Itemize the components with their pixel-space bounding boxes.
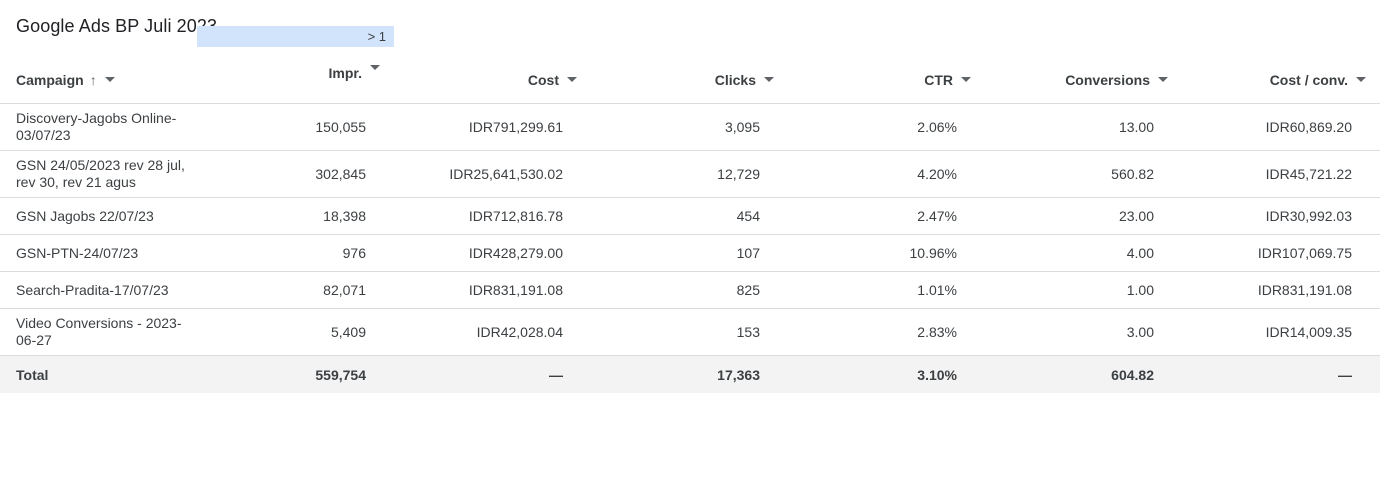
cell-cost: IDR791,299.61 xyxy=(394,103,591,151)
cell-cost-per-conv: IDR45,721.22 xyxy=(1182,150,1380,198)
cell-campaign: Discovery-Jagobs Online-03/07/23 xyxy=(0,103,197,151)
cell-cost-per-conv: IDR30,992.03 xyxy=(1182,197,1380,235)
cell-impr: 5,409 xyxy=(197,308,394,356)
cell-cost-per-conv: IDR60,869.20 xyxy=(1182,103,1380,151)
cell-clicks: 153 xyxy=(591,308,788,356)
cell-impr: 150,055 xyxy=(197,103,394,151)
total-impr: 559,754 xyxy=(197,355,394,393)
column-header-cost-per-conv[interactable]: Cost / conv. xyxy=(1182,56,1380,104)
cell-clicks: 12,729 xyxy=(591,150,788,198)
cell-cost-per-conv: IDR831,191.08 xyxy=(1182,271,1380,309)
arrow-up-icon[interactable]: ↑ xyxy=(89,71,97,88)
cell-cost-per-conv: IDR14,009.35 xyxy=(1182,308,1380,356)
table-row[interactable]: Search-Pradita-17/07/23 82,071 IDR831,19… xyxy=(0,271,1380,309)
cell-ctr: 1.01% xyxy=(788,271,985,309)
cell-cost: IDR25,641,530.02 xyxy=(394,150,591,198)
cell-campaign: GSN 24/05/2023 rev 28 jul, rev 30, rev 2… xyxy=(0,150,197,198)
total-conversions: 604.82 xyxy=(985,355,1182,393)
column-header-impr[interactable]: Impr. xyxy=(197,56,394,104)
dropdown-caret-icon[interactable] xyxy=(1356,77,1366,82)
cell-impr: 302,845 xyxy=(197,150,394,198)
cell-clicks: 825 xyxy=(591,271,788,309)
cell-impr: 18,398 xyxy=(197,197,394,235)
cell-cost: IDR831,191.08 xyxy=(394,271,591,309)
column-header-label: Conversions xyxy=(1065,71,1150,88)
cell-conversions: 1.00 xyxy=(985,271,1182,309)
cell-campaign: Video Conversions - 2023-06-27 xyxy=(0,308,197,356)
cell-cost: IDR428,279.00 xyxy=(394,234,591,272)
cell-campaign: GSN-PTN-24/07/23 xyxy=(0,234,197,272)
column-header-label: CTR xyxy=(924,71,953,88)
campaign-table: Campaign ↑ Impr. Cost xyxy=(0,56,1380,393)
total-row: Total 559,754 — 17,363 3.10% 604.82 — xyxy=(0,355,1380,393)
column-header-conversions[interactable]: Conversions xyxy=(985,56,1182,104)
cell-conversions: 23.00 xyxy=(985,197,1182,235)
dropdown-caret-icon[interactable] xyxy=(567,77,577,82)
cell-ctr: 4.20% xyxy=(788,150,985,198)
dropdown-caret-icon[interactable] xyxy=(1158,77,1168,82)
dropdown-caret-icon[interactable] xyxy=(764,77,774,82)
column-header-ctr[interactable]: CTR xyxy=(788,56,985,104)
table-row[interactable]: GSN-PTN-24/07/23 976 IDR428,279.00 107 1… xyxy=(0,234,1380,272)
column-header-campaign[interactable]: Campaign ↑ xyxy=(0,56,197,104)
column-header-label: Campaign xyxy=(16,71,84,88)
column-header-label: Cost xyxy=(527,71,559,88)
column-header-clicks[interactable]: Clicks xyxy=(591,56,788,104)
cell-campaign: GSN Jagobs 22/07/23 xyxy=(0,197,197,235)
cell-ctr: 2.83% xyxy=(788,308,985,356)
cell-clicks: 3,095 xyxy=(591,103,788,151)
cell-conversions: 4.00 xyxy=(985,234,1182,272)
total-clicks: 17,363 xyxy=(591,355,788,393)
cell-clicks: 107 xyxy=(591,234,788,272)
table-row[interactable]: Video Conversions - 2023-06-27 5,409 IDR… xyxy=(0,308,1380,356)
report-title: Google Ads BP Juli 2023 xyxy=(16,16,218,36)
table-row[interactable]: GSN Jagobs 22/07/23 18,398 IDR712,816.78… xyxy=(0,197,1380,235)
cell-impr: 82,071 xyxy=(197,271,394,309)
total-label: Total xyxy=(0,355,197,393)
column-header-label: Impr. xyxy=(328,65,362,81)
total-cost: — xyxy=(394,355,591,393)
dropdown-caret-icon[interactable] xyxy=(961,77,971,82)
cell-impr: 976 xyxy=(197,234,394,272)
total-cost-per-conv: — xyxy=(1182,355,1380,393)
column-header-label: Clicks xyxy=(714,71,756,88)
cell-campaign: Search-Pradita-17/07/23 xyxy=(0,271,197,309)
cell-ctr: 2.47% xyxy=(788,197,985,235)
cell-cost: IDR712,816.78 xyxy=(394,197,591,235)
table-row[interactable]: GSN 24/05/2023 rev 28 jul, rev 30, rev 2… xyxy=(0,150,1380,198)
cell-cost: IDR42,028.04 xyxy=(394,308,591,356)
cell-ctr: 2.06% xyxy=(788,103,985,151)
cell-clicks: 454 xyxy=(591,197,788,235)
cell-ctr: 10.96% xyxy=(788,234,985,272)
cell-conversions: 3.00 xyxy=(985,308,1182,356)
impr-filter-chip[interactable]: > 1 xyxy=(197,26,394,47)
column-header-cost[interactable]: Cost xyxy=(394,56,591,104)
dropdown-caret-icon[interactable] xyxy=(370,65,380,70)
cell-cost-per-conv: IDR107,069.75 xyxy=(1182,234,1380,272)
dropdown-caret-icon[interactable] xyxy=(104,77,115,82)
column-header-label: Cost / conv. xyxy=(1269,71,1348,88)
table-row[interactable]: Discovery-Jagobs Online-03/07/23 150,055… xyxy=(0,103,1380,151)
cell-conversions: 560.82 xyxy=(985,150,1182,198)
table-header-row: Campaign ↑ Impr. Cost xyxy=(0,56,1380,104)
total-ctr: 3.10% xyxy=(788,355,985,393)
cell-conversions: 13.00 xyxy=(985,103,1182,151)
